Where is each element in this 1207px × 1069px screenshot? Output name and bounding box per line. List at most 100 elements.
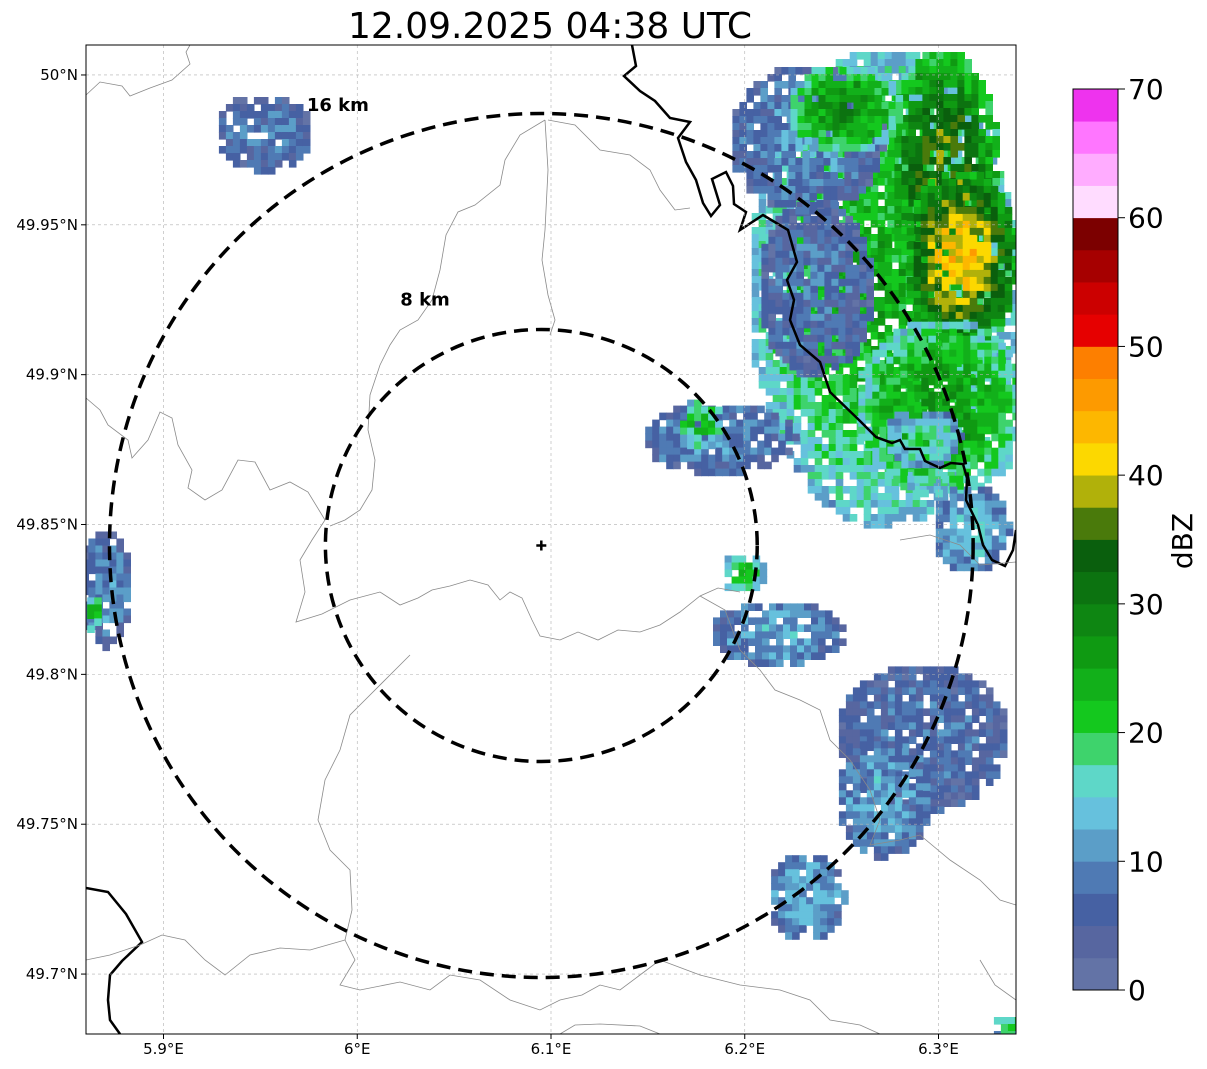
echo-cell bbox=[901, 790, 910, 798]
echo-cell bbox=[849, 388, 858, 396]
echo-cell bbox=[858, 179, 866, 187]
echo-cell bbox=[774, 158, 782, 166]
echo-cell bbox=[914, 475, 922, 484]
echo-cell bbox=[95, 566, 103, 575]
echo-cell bbox=[926, 122, 935, 130]
echo-cell bbox=[908, 825, 917, 833]
echo-cell bbox=[915, 425, 923, 434]
echo-cell bbox=[761, 306, 769, 315]
echo-cell bbox=[908, 418, 916, 427]
echo-cell bbox=[922, 101, 930, 109]
echo-cell bbox=[817, 278, 825, 287]
echo-cell bbox=[828, 444, 837, 452]
echo-cell bbox=[281, 146, 290, 154]
echo-cell bbox=[834, 918, 842, 926]
echo-cell bbox=[814, 388, 823, 396]
echo-cell bbox=[792, 911, 800, 919]
echo-cell bbox=[694, 406, 702, 415]
echo-cell bbox=[901, 122, 909, 130]
echo-cell bbox=[834, 869, 842, 877]
echo-cell bbox=[720, 617, 728, 625]
echo-cell bbox=[761, 292, 769, 301]
echo-cell bbox=[849, 430, 858, 438]
echo-cluster bbox=[680, 399, 723, 450]
echo-cell bbox=[774, 116, 782, 124]
echo-cell bbox=[893, 342, 901, 351]
echo-cell bbox=[880, 729, 889, 737]
echo-cell bbox=[880, 722, 889, 730]
echo-cell bbox=[867, 109, 876, 117]
echo-cell bbox=[964, 66, 972, 74]
echo-cell bbox=[870, 304, 879, 312]
echo-cell bbox=[274, 125, 283, 133]
echo-cell bbox=[767, 95, 775, 103]
echo-cell bbox=[774, 200, 782, 208]
echo-cell bbox=[845, 736, 854, 744]
echo-cell bbox=[984, 563, 993, 572]
echo-cell bbox=[971, 694, 980, 702]
echo-cell bbox=[955, 297, 964, 306]
echo-cell bbox=[852, 790, 861, 798]
echo-cell bbox=[957, 687, 966, 695]
echo-cell bbox=[887, 790, 896, 798]
echo-cell bbox=[942, 405, 950, 414]
echo-cell bbox=[971, 687, 980, 695]
echo-cell bbox=[900, 475, 908, 484]
echo-cell bbox=[793, 465, 802, 473]
echo-cell bbox=[873, 729, 882, 737]
echo-cell bbox=[779, 388, 788, 396]
echo-cell bbox=[942, 384, 950, 393]
echo-cell bbox=[776, 652, 784, 660]
echo-cell bbox=[928, 475, 936, 484]
echo-cell bbox=[1005, 391, 1013, 400]
echo-cell bbox=[935, 489, 943, 498]
echo-cell bbox=[962, 276, 971, 285]
echo-cell bbox=[957, 52, 965, 60]
echo-cell bbox=[920, 304, 929, 313]
echo-cell bbox=[971, 680, 980, 688]
echo-cell bbox=[239, 118, 248, 126]
echo-cell bbox=[863, 206, 872, 214]
echo-cell bbox=[877, 514, 886, 522]
echo-cell bbox=[771, 911, 779, 919]
echo-cell bbox=[970, 419, 978, 428]
echo-cell bbox=[788, 193, 796, 201]
echo-cell bbox=[845, 755, 854, 763]
echo-cell bbox=[845, 769, 854, 777]
echo-cell bbox=[991, 342, 999, 351]
echo-cell bbox=[977, 419, 985, 428]
echo-cell bbox=[870, 248, 879, 256]
echo-cell bbox=[809, 179, 817, 187]
echo-cell bbox=[880, 804, 889, 812]
echo-cell bbox=[859, 762, 868, 770]
echo-cell bbox=[894, 776, 903, 784]
echo-cell bbox=[922, 757, 931, 765]
echo-cell bbox=[830, 67, 838, 75]
echo-cell bbox=[908, 87, 916, 95]
echo-cell bbox=[810, 229, 818, 238]
echo-cell bbox=[852, 743, 861, 751]
echo-cell bbox=[929, 432, 937, 441]
echo-cell bbox=[764, 440, 772, 449]
echo-cell bbox=[816, 151, 824, 159]
echo-cell bbox=[908, 818, 917, 826]
echo-cell bbox=[732, 144, 740, 152]
echo-cell bbox=[912, 500, 921, 508]
echo-cell bbox=[825, 123, 834, 131]
echo-cell bbox=[941, 276, 950, 285]
echo-cell bbox=[921, 475, 929, 484]
echo-cell bbox=[852, 715, 861, 723]
echo-cell bbox=[849, 486, 858, 494]
echo-cell bbox=[260, 111, 269, 119]
echo-cell bbox=[814, 458, 823, 466]
echo-cell bbox=[759, 562, 768, 571]
echo-cell bbox=[940, 248, 949, 256]
echo-cell bbox=[914, 412, 922, 421]
echo-cell bbox=[905, 59, 914, 67]
echo-cell bbox=[900, 335, 908, 344]
echo-cell bbox=[810, 278, 818, 287]
echo-cell bbox=[905, 493, 914, 501]
echo-cell bbox=[734, 652, 742, 660]
echo-cell bbox=[825, 95, 834, 103]
echo-cell bbox=[1003, 192, 1012, 200]
